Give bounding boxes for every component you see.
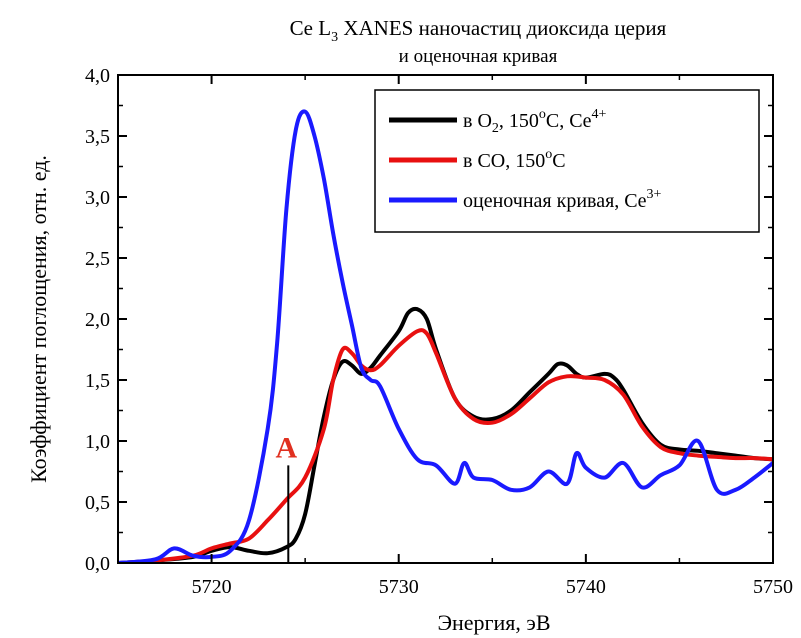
title-text-rest: XANES наночастиц диоксида церия: [338, 16, 667, 40]
legend-label: в CO, 150oC: [463, 147, 566, 172]
legend-label: в O2, 150oC, Ce4+: [463, 107, 606, 136]
y-axis-label: Коэффициент поглощения, отн. ед.: [26, 155, 51, 483]
series-estimated-line: [118, 109, 773, 563]
title-subscript: 3: [331, 30, 338, 45]
annotation-label: A: [275, 431, 297, 464]
y-tick-label: 2,5: [85, 248, 110, 270]
chart-title: Ce L3 XANES наночастиц диоксида церия: [290, 16, 667, 45]
title-text: Ce L: [290, 16, 331, 40]
x-tick-label: 5730: [379, 576, 419, 598]
x-tick-label: 5740: [566, 576, 606, 598]
legend: в O2, 150oC, Ce4+ в CO, 150oC оценочная кр…: [374, 89, 760, 233]
y-tick-label: 0,0: [85, 553, 110, 575]
series-o2-line: [118, 306, 773, 563]
legend-label: оценочная кривая, Ce3+: [463, 187, 662, 212]
y-tick-label: 3,0: [85, 187, 110, 209]
y-tick-label: 0,5: [85, 492, 110, 514]
y-tick-label: 3,5: [85, 126, 110, 148]
series-co-line: [118, 328, 773, 563]
y-tick-label: 1,0: [85, 431, 110, 453]
x-axis-label: Энергия, эВ: [437, 610, 550, 635]
x-tick-label: 5720: [192, 576, 232, 598]
chart-subtitle: и оценочная кривая: [399, 46, 558, 67]
y-tick-label: 4,0: [85, 65, 110, 87]
y-tick-label: 1,5: [85, 370, 110, 392]
x-tick-label: 5750: [753, 576, 793, 598]
y-tick-label: 2,0: [85, 309, 110, 331]
